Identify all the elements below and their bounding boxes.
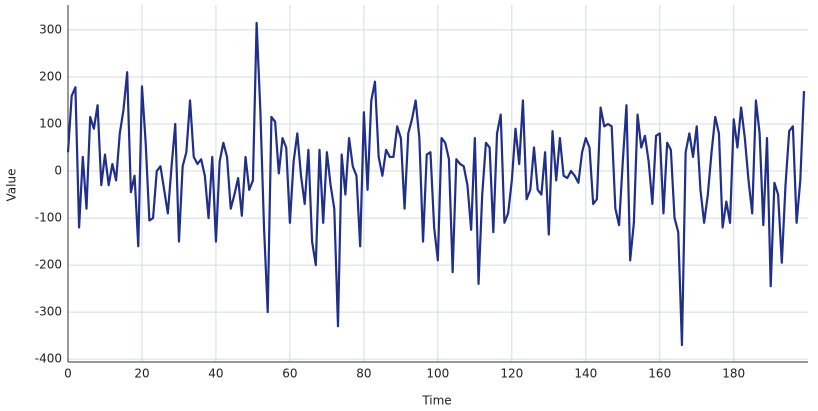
- y-tick-label: 100: [39, 117, 62, 131]
- x-tick-label: 40: [208, 367, 223, 381]
- y-tick-label: 200: [39, 69, 62, 83]
- x-tick-label: 60: [282, 367, 297, 381]
- x-tick-label: 20: [134, 367, 149, 381]
- x-tick-label: 140: [574, 367, 597, 381]
- x-tick-label: 80: [356, 367, 371, 381]
- y-tick-label: -200: [35, 258, 62, 272]
- y-tick-label: 300: [39, 22, 62, 36]
- y-tick-label: -100: [35, 211, 62, 225]
- x-axis-label: Time: [421, 394, 451, 408]
- y-tick-label: -400: [35, 352, 62, 366]
- y-axis-label: Value: [5, 169, 19, 202]
- y-tick-label: -300: [35, 305, 62, 319]
- x-tick-label: 100: [426, 367, 449, 381]
- data-line: [66, 21, 806, 347]
- x-tick-label: 160: [648, 367, 671, 381]
- x-tick-label: 120: [500, 367, 523, 381]
- x-tick-label: 0: [64, 367, 72, 381]
- x-tick-label: 180: [722, 367, 745, 381]
- y-tick-label: 0: [54, 164, 62, 178]
